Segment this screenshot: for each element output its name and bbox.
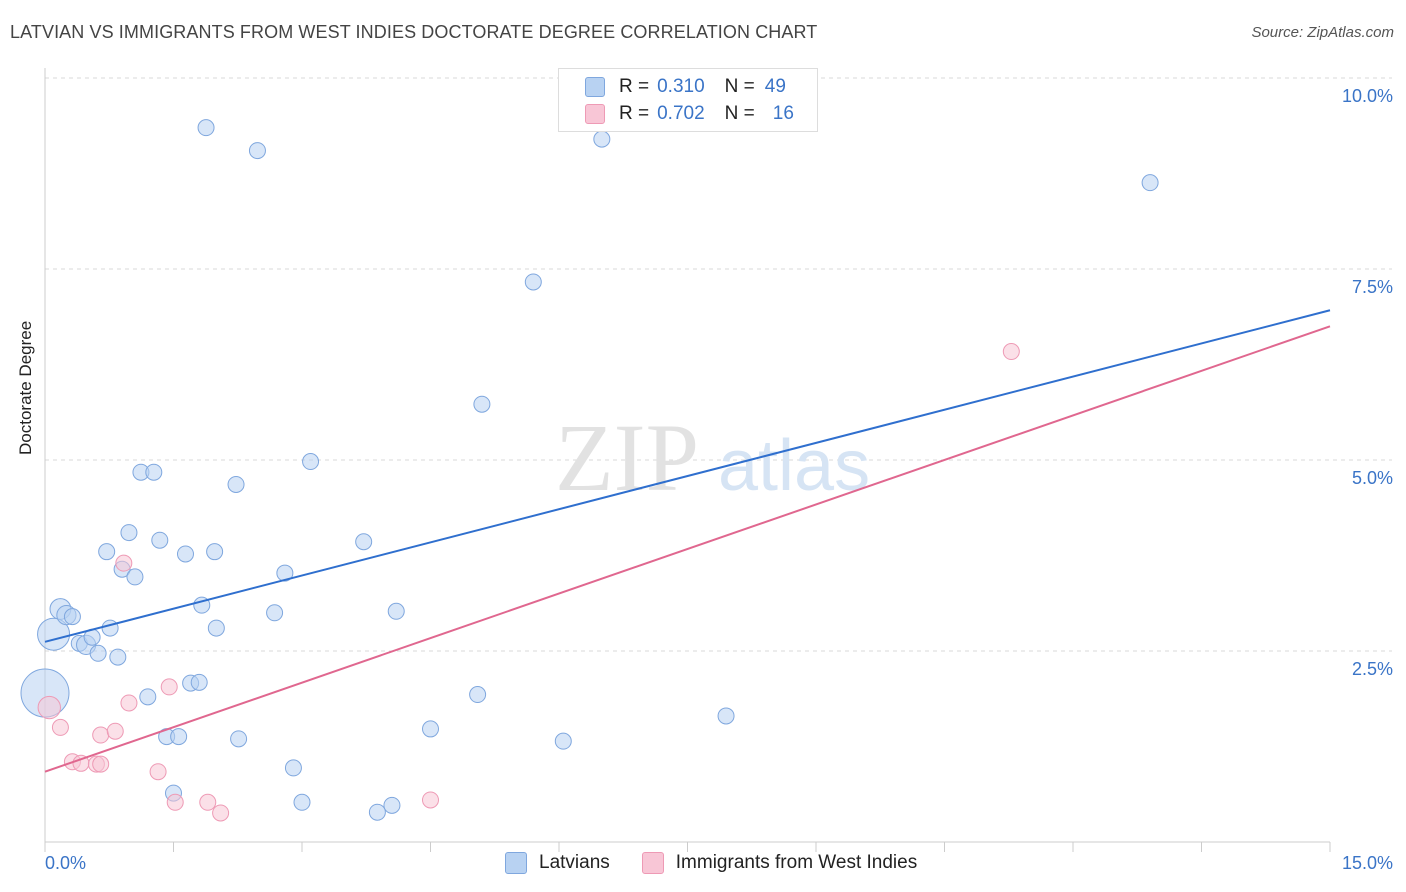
series-legend: Latvians Immigrants from West Indies (505, 852, 949, 874)
chart-title: LATVIAN VS IMMIGRANTS FROM WEST INDIES D… (10, 22, 818, 42)
trend-line-west-indies (44, 325, 1331, 773)
point-latvians (145, 463, 163, 481)
point-latvians (206, 543, 224, 561)
point-west-indies (92, 726, 110, 744)
watermark-zip: ZIP (555, 404, 699, 511)
y-tick-label: 2.5% (1352, 659, 1393, 679)
r-label: R = (619, 103, 650, 124)
point-latvians (355, 533, 373, 551)
trend-lines (44, 309, 1331, 773)
point-latvians (554, 732, 572, 750)
point-west-indies (92, 755, 110, 773)
point-latvians (230, 730, 248, 748)
legend-swatch-blue (505, 852, 527, 874)
legend-item-latvians[interactable]: Latvians (505, 852, 610, 874)
point-latvians (101, 619, 119, 637)
point-west-indies (106, 722, 124, 740)
r-label: R = (619, 76, 650, 97)
point-latvians (284, 759, 302, 777)
legend-label-latvians: Latvians (539, 852, 610, 873)
point-west-indies (115, 554, 133, 572)
point-latvians (151, 531, 169, 549)
watermark: ZIP atlas (555, 404, 870, 511)
r-value: 0.702 (657, 103, 705, 124)
point-latvians (63, 608, 81, 626)
point-west-indies (149, 763, 167, 781)
point-latvians (207, 619, 225, 637)
stats-row-latvians: R = 0.310 N = 49 (585, 75, 786, 99)
point-latvians (89, 644, 107, 662)
watermark-atlas: atlas (718, 426, 870, 506)
point-latvians (302, 453, 320, 471)
point-west-indies (160, 678, 178, 696)
point-latvians (120, 524, 138, 542)
legend-swatch-blue (585, 77, 605, 97)
point-latvians (98, 543, 116, 561)
tick-labels: 2.5% 5.0% 7.5% 10.0% 0.0% 15.0% (45, 86, 1393, 873)
n-label: N = (724, 76, 755, 97)
point-latvians (368, 803, 386, 821)
n-label: N = (724, 103, 755, 124)
point-latvians (387, 602, 405, 620)
legend-swatch-pink (641, 852, 664, 874)
point-latvians (190, 673, 208, 691)
point-west-indies (37, 695, 61, 720)
y-tick-label: 10.0% (1342, 86, 1393, 106)
r-value: 0.310 (657, 76, 705, 97)
n-value: 49 (764, 76, 786, 97)
point-latvians (109, 648, 127, 666)
point-latvians (422, 720, 439, 738)
legend-swatch-pink (585, 104, 605, 124)
point-latvians (717, 707, 735, 725)
x-tick-label: 15.0% (1342, 853, 1393, 873)
point-west-indies (120, 694, 138, 712)
point-latvians (293, 793, 311, 811)
legend-label-west-indies: Immigrants from West Indies (675, 852, 918, 873)
point-latvians (524, 273, 542, 291)
point-latvians (126, 568, 144, 586)
point-west-indies (422, 791, 439, 809)
point-latvians (593, 130, 611, 148)
y-tick-label: 7.5% (1352, 277, 1393, 297)
stats-row-west-indies: R = 0.702 N = 16 (585, 102, 794, 126)
point-latvians (248, 142, 266, 160)
point-latvians (473, 395, 491, 413)
point-latvians (170, 728, 188, 746)
point-west-indies (199, 793, 217, 811)
n-value: 16 (772, 103, 794, 124)
point-latvians (383, 796, 401, 814)
point-latvians (266, 604, 284, 622)
point-latvians (276, 564, 294, 582)
x-tick-label: 0.0% (45, 853, 86, 873)
point-west-indies (212, 804, 230, 822)
point-latvians (469, 686, 487, 704)
point-latvians (227, 475, 245, 493)
point-latvians (139, 688, 157, 706)
legend-item-west-indies[interactable]: Immigrants from West Indies (641, 852, 918, 874)
point-latvians (176, 545, 194, 563)
trend-line-latvians (44, 309, 1331, 643)
gridlines (45, 77, 1392, 652)
point-west-indies (51, 718, 69, 736)
point-west-indies (166, 793, 184, 811)
stats-legend: R = 0.310 N = 49 R = 0.702 N = 16 (558, 68, 818, 132)
source-credit: Source: ZipAtlas.com (1251, 24, 1394, 41)
point-latvians (1141, 174, 1159, 192)
point-west-indies (1002, 343, 1020, 361)
y-tick-label: 5.0% (1352, 468, 1393, 488)
point-latvians (197, 119, 215, 137)
series-west-indies (37, 343, 1020, 822)
series-latvians (20, 119, 1159, 821)
